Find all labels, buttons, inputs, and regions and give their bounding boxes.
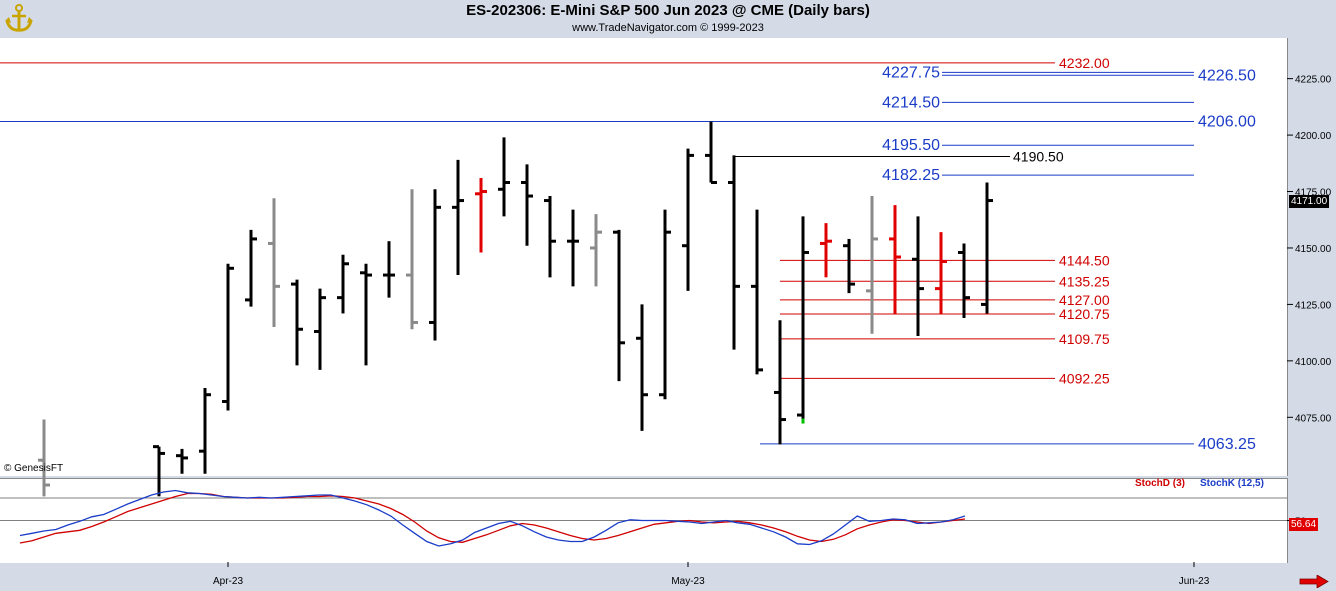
level-label: 4226.50	[1198, 67, 1256, 84]
legend-stochd: StochD (3)	[1135, 478, 1185, 489]
x-axis-tick-label: Apr-23	[213, 576, 243, 587]
level-label: 4232.00	[1059, 55, 1110, 71]
level-label: 4190.50	[1013, 149, 1064, 165]
level-label: 4092.25	[1059, 370, 1110, 386]
level-label: 4195.50	[882, 137, 940, 154]
y-axis-tick-label: 4100.00	[1295, 357, 1332, 368]
y-axis-tick-label: 4125.00	[1295, 300, 1332, 311]
y-axis-tick-label: 4225.00	[1295, 75, 1332, 86]
level-label: 4144.50	[1059, 252, 1110, 268]
chart-title: ES-202306: E-Mini S&P 500 Jun 2023 @ CME…	[466, 2, 870, 19]
level-label: 4127.00	[1059, 292, 1110, 308]
legend-stochk: StochK (12,5)	[1200, 478, 1264, 489]
y-axis-tick-label: 4200.00	[1295, 131, 1332, 142]
level-label: 4109.75	[1059, 331, 1110, 347]
x-axis-tick-label: Jun-23	[1179, 576, 1210, 587]
level-label: 4206.00	[1198, 114, 1256, 131]
level-label: 4182.25	[882, 167, 940, 184]
stochk-line	[19, 489, 966, 547]
anchor-logo-icon	[5, 4, 33, 32]
level-label: 4214.50	[882, 94, 940, 111]
y-axis-tick-label: 4175.00	[1295, 188, 1332, 199]
level-label: 4120.75	[1059, 306, 1110, 322]
y-axis-tick-label: 4150.00	[1295, 244, 1332, 255]
last-price-tag: 4171.00	[1289, 195, 1330, 208]
level-label: 4227.75	[882, 64, 940, 81]
level-label: 4135.25	[1059, 273, 1110, 289]
x-axis-tick-label: May-23	[671, 576, 705, 587]
y-axis-tick-label: 4075.00	[1295, 413, 1332, 424]
price-panel[interactable]	[0, 38, 1288, 476]
level-label: 4063.25	[1198, 436, 1256, 453]
chart-subtitle: www.TradeNavigator.com © 1999-2023	[572, 22, 764, 34]
stoch-value-tag: 56.64	[1289, 518, 1319, 531]
stochd-line	[19, 492, 966, 544]
copyright-label: © GenesisFT	[4, 463, 64, 474]
scroll-right-arrow-icon[interactable]	[1299, 575, 1329, 588]
